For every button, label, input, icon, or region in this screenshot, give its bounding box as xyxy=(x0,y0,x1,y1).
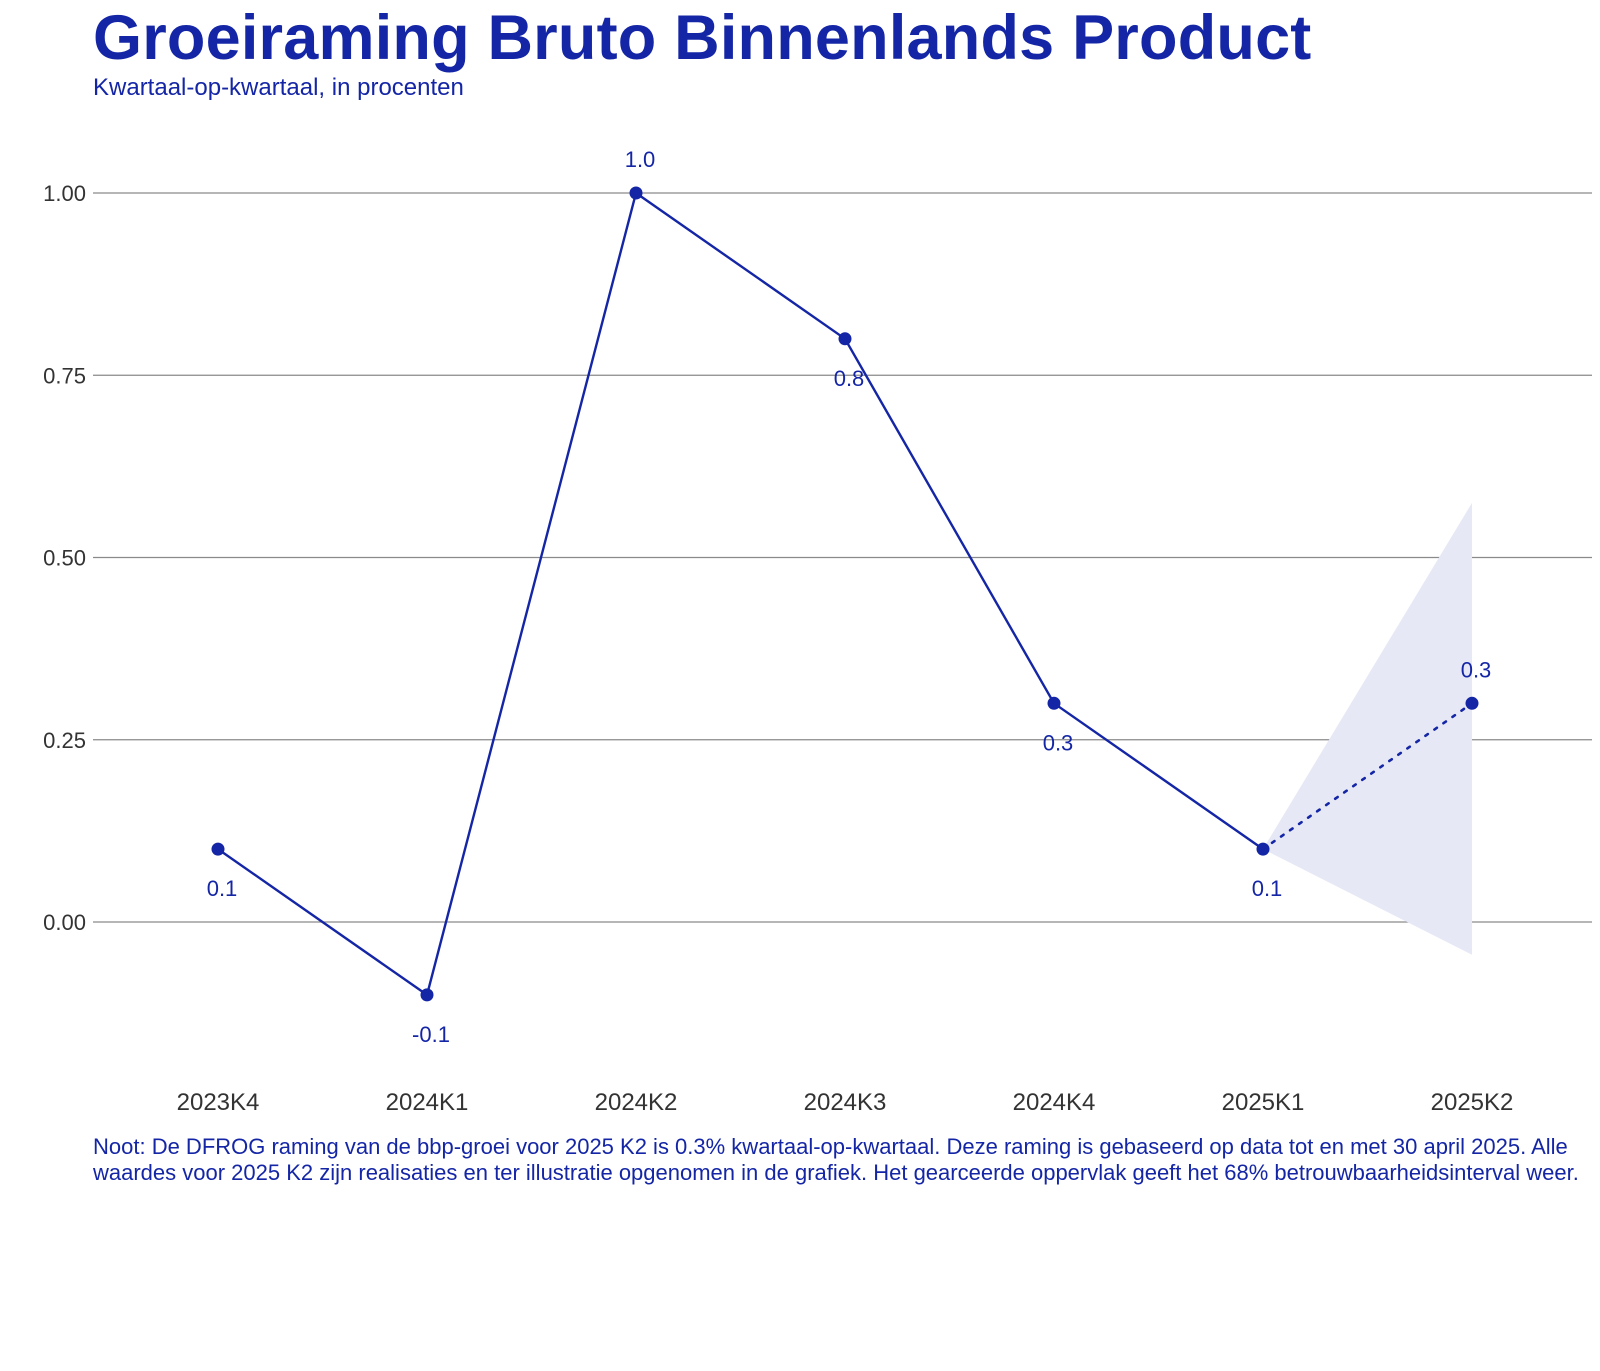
x-tick-label: 2024K2 xyxy=(595,1089,678,1116)
chart-subtitle: Kwartaal-op-kwartaal, in procenten xyxy=(93,74,464,101)
gdp-growth-line-chart: 0.00 0.25 0.50 0.75 1.00 0.1 -0.1 1.0 0.8 0.3 0.1 0… xyxy=(43,147,1592,1116)
y-tick-label: 0.75 xyxy=(43,363,86,388)
series-line-realised xyxy=(217,191,1264,997)
y-tick-label: 1.00 xyxy=(43,181,86,206)
data-point xyxy=(420,988,434,1002)
y-tick-label: 0.25 xyxy=(43,728,86,753)
data-point xyxy=(211,842,225,856)
data-label: -0.1 xyxy=(412,1022,450,1047)
data-point xyxy=(629,186,643,200)
x-tick-label: 2024K3 xyxy=(804,1089,887,1116)
x-tick-label: 2024K1 xyxy=(386,1089,469,1116)
series-line-forecast xyxy=(1261,701,1474,851)
data-label: 0.1 xyxy=(1252,876,1283,901)
chart-title: Groeiraming Bruto Binnenlands Product xyxy=(93,3,1312,73)
data-label: 0.1 xyxy=(207,876,238,901)
x-tick-label: 2023K4 xyxy=(177,1089,260,1116)
y-tick-label: 0.00 xyxy=(43,910,86,935)
confidence-band xyxy=(1263,502,1472,955)
data-point xyxy=(1465,696,1479,710)
chart-footnote: Noot: De DFROG raming van de bbp-groei v… xyxy=(93,1134,1579,1185)
y-tick-label: 0.50 xyxy=(43,546,86,571)
data-point xyxy=(1047,696,1061,710)
data-point xyxy=(838,332,852,346)
x-tick-label: 2025K1 xyxy=(1222,1089,1305,1116)
data-label: 0.3 xyxy=(1043,730,1074,755)
data-label: 1.0 xyxy=(625,147,656,172)
data-label: 0.8 xyxy=(834,366,865,391)
x-tick-label: 2024K4 xyxy=(1013,1089,1096,1116)
data-point xyxy=(1256,842,1270,856)
data-label: 0.3 xyxy=(1461,657,1492,682)
x-tick-label: 2025K2 xyxy=(1431,1089,1514,1116)
